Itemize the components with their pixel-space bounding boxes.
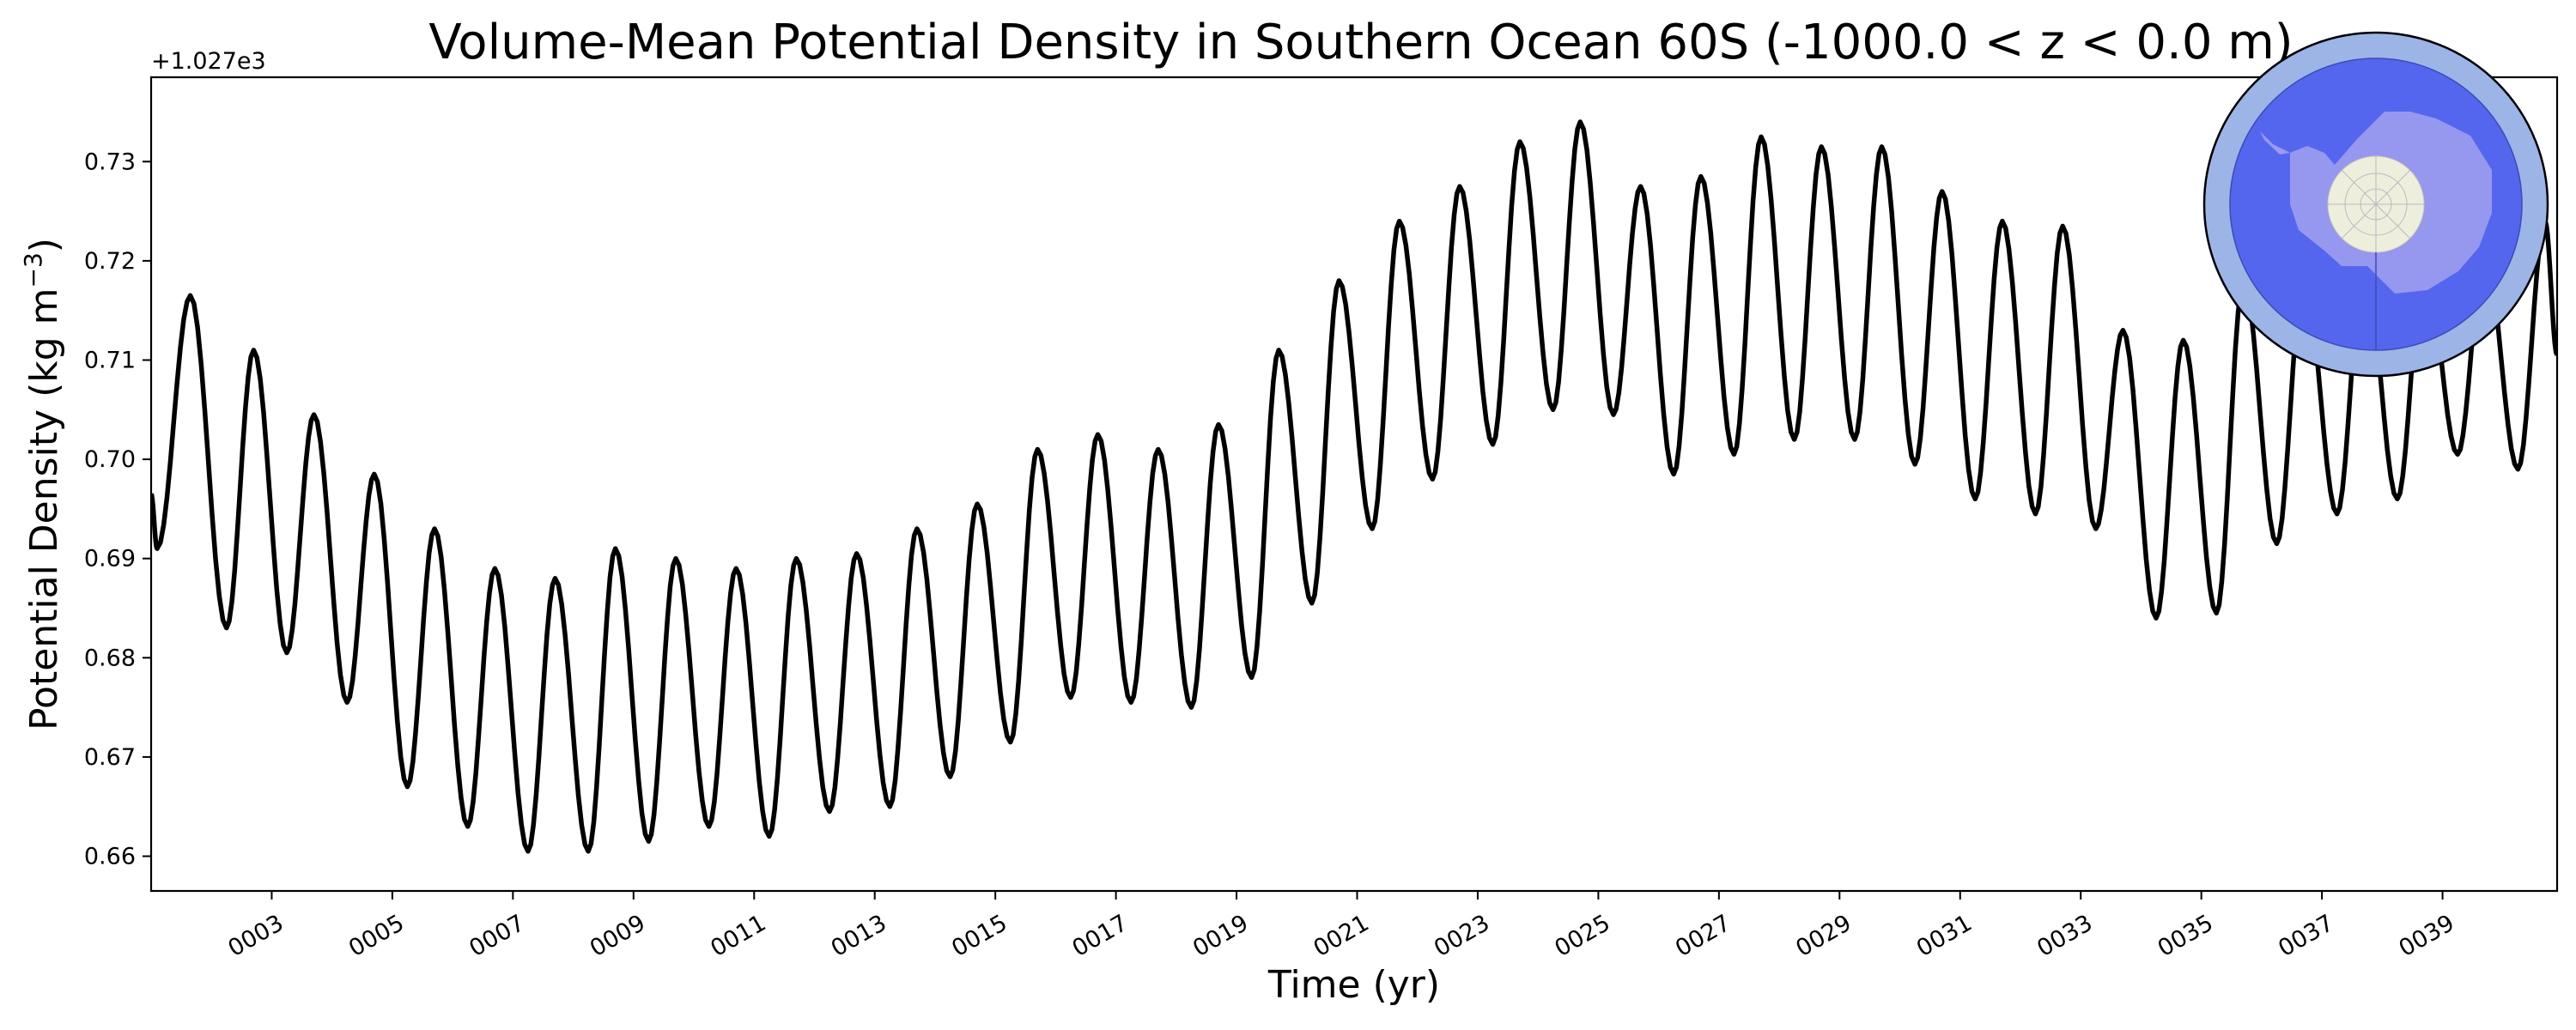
y-tick-label: 0.69 bbox=[84, 546, 136, 573]
y-axis-offset-label: +1.027e3 bbox=[151, 48, 266, 75]
x-axis-label: Time (yr) bbox=[1267, 963, 1440, 1007]
y-tick-label: 0.66 bbox=[84, 844, 136, 870]
y-axis-label-main: Potential Density (kg m bbox=[22, 288, 66, 730]
y-tick-label: 0.68 bbox=[84, 645, 136, 671]
y-axis-label: Potential Density (kg m−3) bbox=[19, 238, 66, 730]
y-tick-label: 0.67 bbox=[84, 744, 136, 771]
y-tick-label: 0.73 bbox=[84, 148, 136, 175]
y-axis-ticks: 0.66 0.67 0.68 0.69 0.70 0.71 0.72 0.73 bbox=[84, 148, 151, 870]
y-tick-label: 0.70 bbox=[84, 446, 136, 473]
plot-frame bbox=[149, 76, 2559, 893]
y-axis-label-close: ) bbox=[22, 238, 66, 252]
inset-graticule bbox=[2328, 156, 2424, 252]
y-tick-label: 0.72 bbox=[84, 248, 136, 275]
chart-title: Volume-Mean Potential Density in Souther… bbox=[428, 15, 2293, 70]
y-axis-label-exponent: −3 bbox=[19, 252, 47, 288]
south-polar-map-inset bbox=[2202, 31, 2549, 378]
y-tick-label: 0.71 bbox=[84, 347, 136, 373]
antarctic-peninsula-icon bbox=[2260, 131, 2290, 154]
series-layer bbox=[151, 119, 2557, 854]
series-line-0 bbox=[151, 119, 2557, 854]
